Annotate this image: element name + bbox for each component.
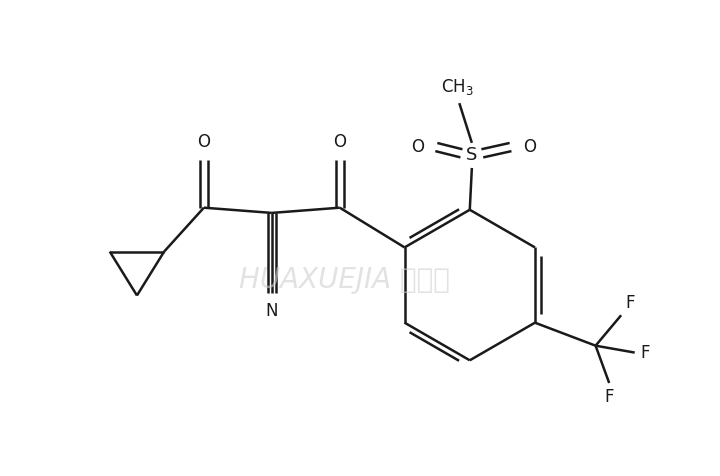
Text: F: F — [640, 344, 649, 362]
Text: HUAXUEJIA 化学加: HUAXUEJIA 化学加 — [239, 266, 450, 294]
Text: CH$_3$: CH$_3$ — [441, 77, 474, 97]
Text: F: F — [604, 388, 614, 406]
Text: F: F — [625, 294, 635, 312]
Text: O: O — [333, 133, 346, 151]
Text: N: N — [266, 302, 278, 320]
Text: O: O — [197, 133, 210, 151]
Text: O: O — [523, 138, 536, 156]
Text: S: S — [466, 147, 477, 164]
Text: O: O — [411, 138, 424, 156]
